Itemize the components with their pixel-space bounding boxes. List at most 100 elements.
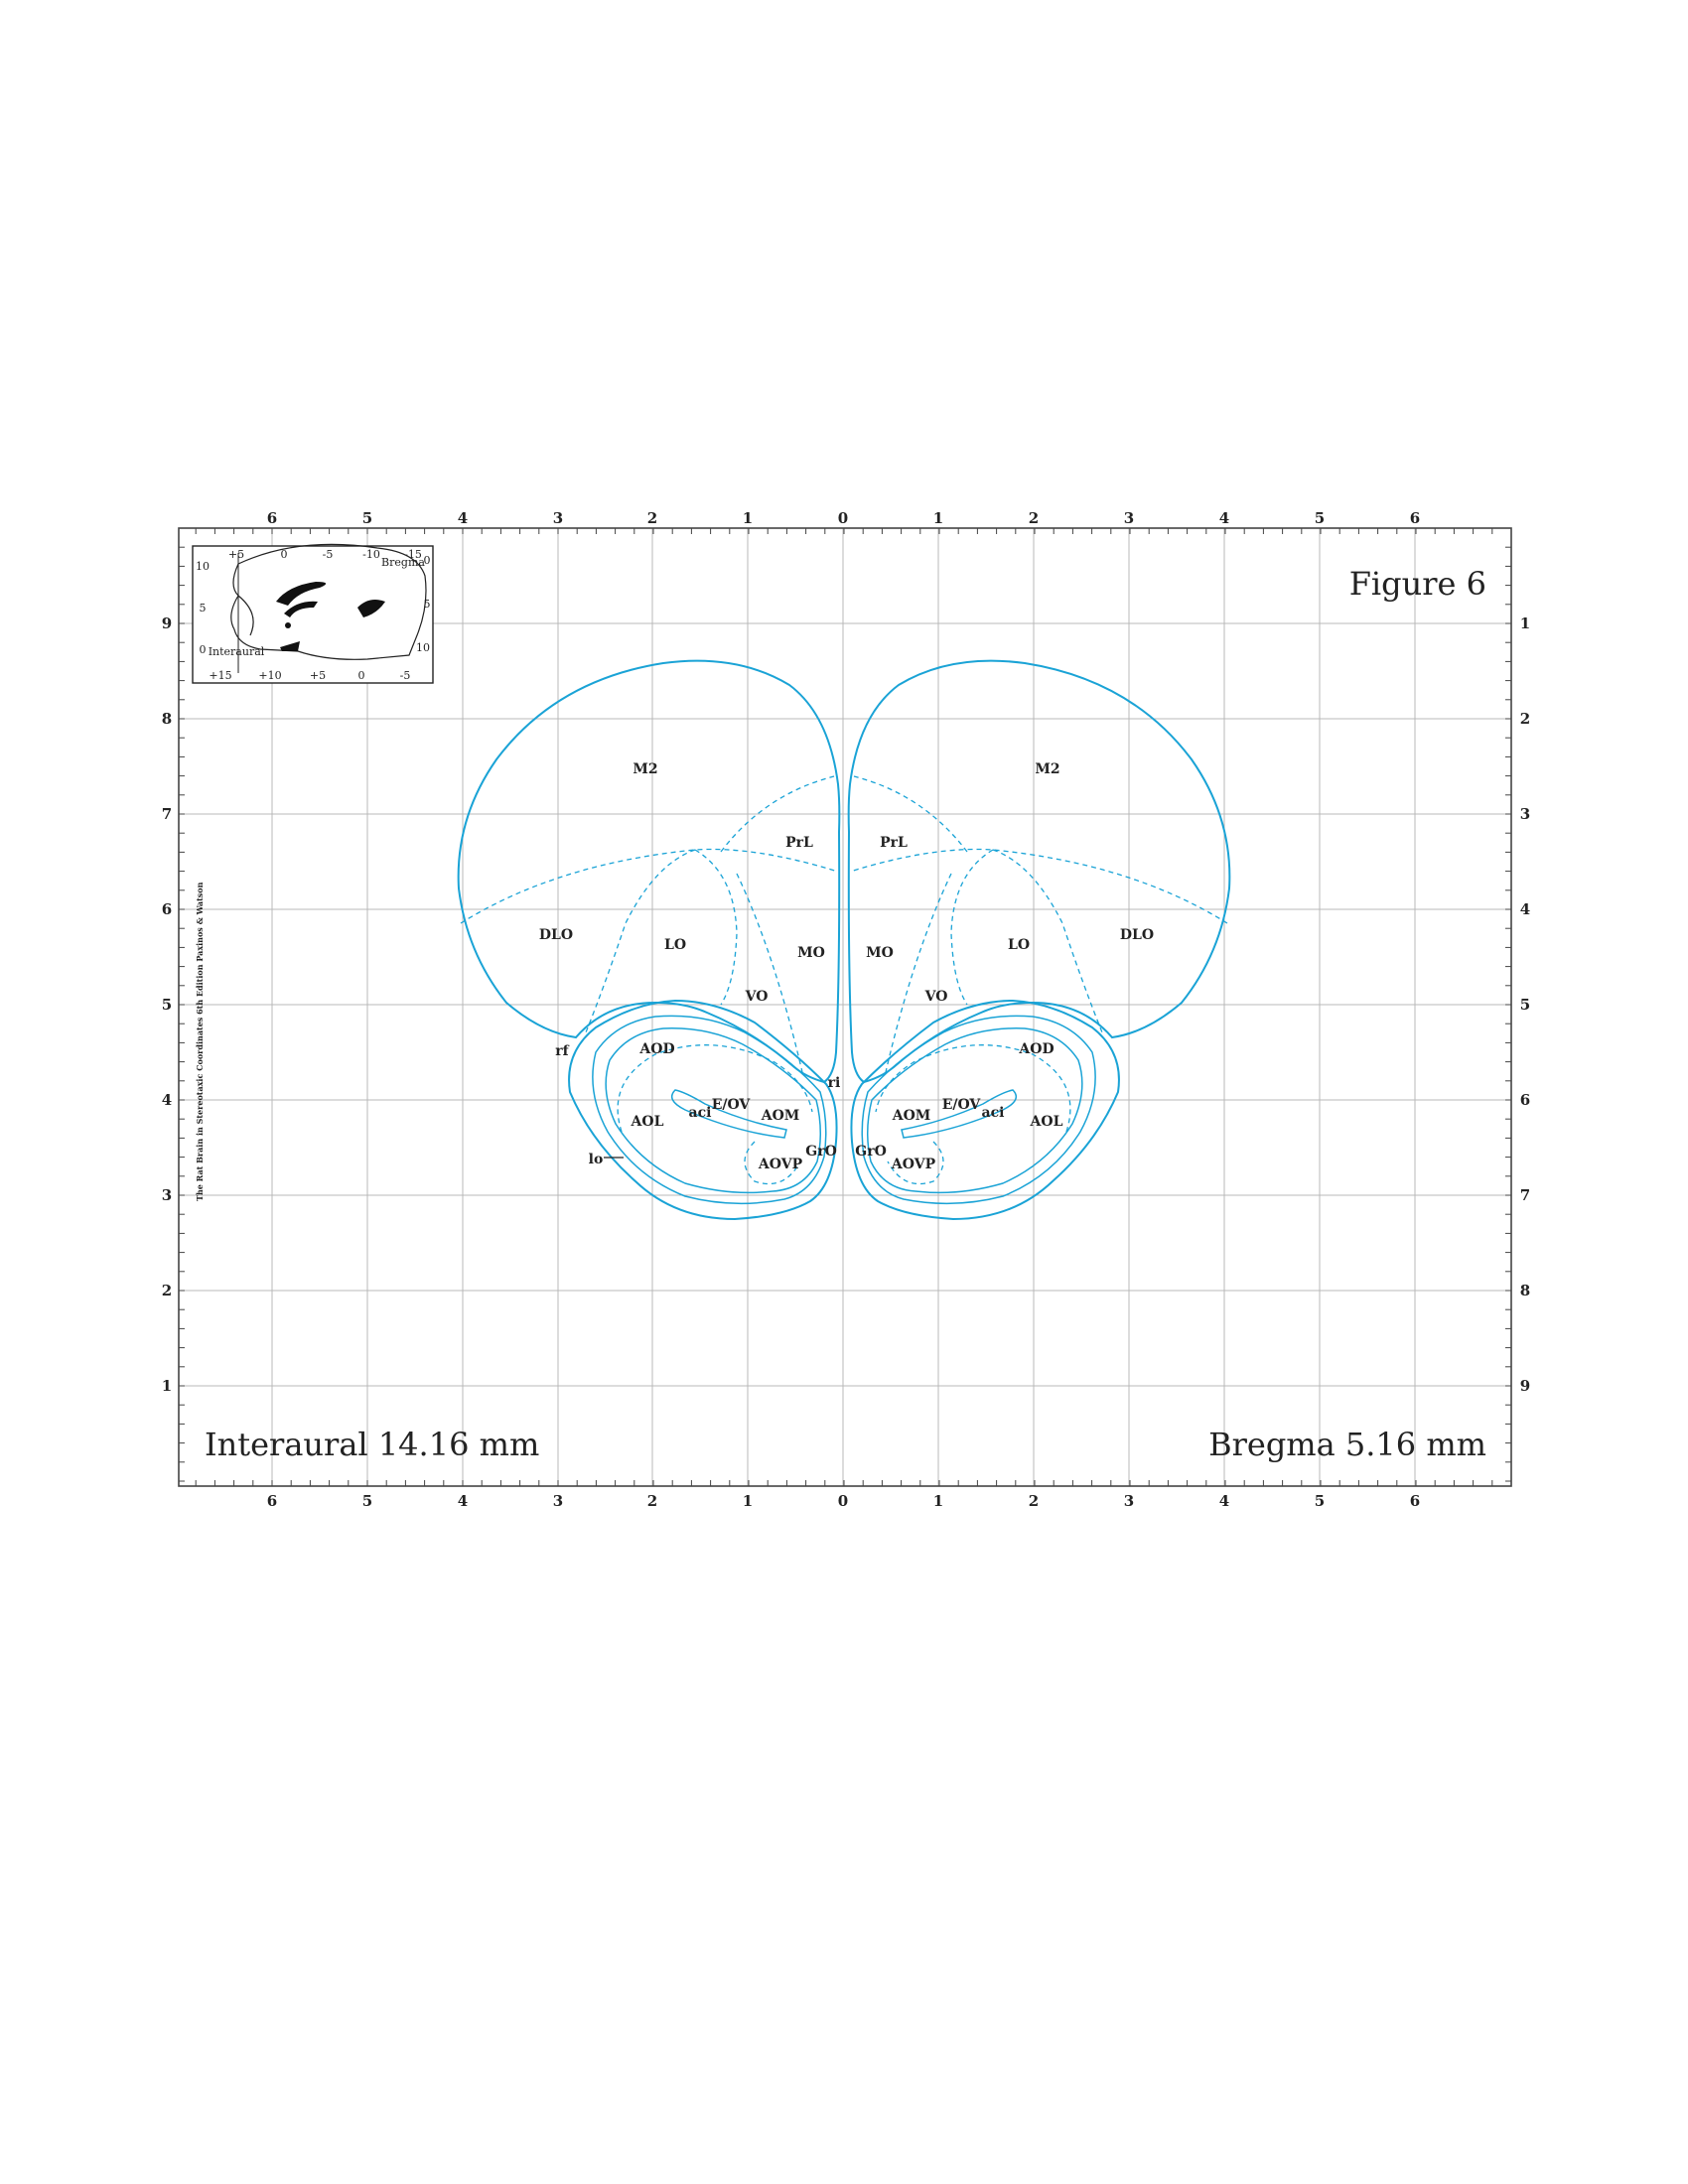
right-olfactory-inner-2 bbox=[867, 1027, 1083, 1194]
right-axis-label: 7 bbox=[1520, 1186, 1530, 1204]
brain-section: M2 PrL DLO LO MO VO AOD AOL AOM AOVP E/O… bbox=[457, 659, 1231, 1221]
label-rf: rf bbox=[555, 1043, 569, 1059]
inset-top-tick: +5 bbox=[228, 548, 244, 561]
top-axis-label: 6 bbox=[267, 509, 277, 527]
interaural-coordinate: Interaural 14.16 mm bbox=[205, 1426, 539, 1463]
left-aci bbox=[670, 1089, 787, 1139]
inset-left-tick: 5 bbox=[200, 602, 207, 614]
top-axis-label: 1 bbox=[743, 509, 753, 527]
left-axis-label: 1 bbox=[162, 1377, 172, 1395]
right-axis-label: 3 bbox=[1520, 805, 1530, 823]
label-prl-left: PrL bbox=[785, 835, 813, 851]
right-axis-labels: 1 2 3 4 5 6 7 8 9 bbox=[1520, 614, 1530, 1395]
right-olfactory-inner bbox=[861, 1015, 1096, 1205]
orientation-inset: +5 0 -5 -10 -15 +15 +10 +5 0 -5 10 5 0 0… bbox=[192, 543, 434, 684]
right-hemisphere-outline bbox=[847, 659, 1231, 1084]
inset-bottom-tick: +15 bbox=[209, 669, 231, 682]
right-mo-boundary bbox=[885, 873, 952, 1073]
right-axis-label: 1 bbox=[1520, 614, 1530, 632]
label-aci-left: aci bbox=[689, 1105, 712, 1121]
inset-bregma-label: Bregma bbox=[381, 556, 425, 569]
top-axis-label: 4 bbox=[1219, 509, 1229, 527]
inset-right-tick: 10 bbox=[416, 641, 430, 654]
label-m2-right: M2 bbox=[1035, 761, 1059, 777]
inset-left-tick: 0 bbox=[200, 643, 207, 656]
left-axis-label: 7 bbox=[162, 805, 172, 823]
bottom-axis-label: 4 bbox=[1219, 1492, 1229, 1510]
left-m2-boundary bbox=[460, 848, 839, 924]
top-axis-label: 0 bbox=[838, 509, 848, 527]
figure-title: Figure 6 bbox=[1349, 565, 1486, 603]
left-axis-label: 4 bbox=[162, 1091, 172, 1109]
label-dlo-left: DLO bbox=[539, 927, 573, 943]
label-dlo-right: DLO bbox=[1120, 927, 1154, 943]
label-aod-right: AOD bbox=[1018, 1041, 1054, 1057]
label-aol-left: AOL bbox=[631, 1114, 664, 1130]
label-aom-right: AOM bbox=[892, 1108, 931, 1124]
left-axis-label: 9 bbox=[162, 614, 172, 632]
label-ri: ri bbox=[828, 1075, 841, 1091]
top-axis-label: 2 bbox=[1029, 509, 1039, 527]
inset-interaural-label: Interaural bbox=[209, 645, 265, 658]
left-axis-labels: 9 8 7 6 5 4 3 2 1 bbox=[162, 614, 172, 1395]
left-mo-boundary bbox=[736, 873, 803, 1073]
bottom-axis-label: 4 bbox=[458, 1492, 468, 1510]
left-vo-boundary bbox=[694, 849, 738, 1006]
left-axis-label: 8 bbox=[162, 710, 172, 728]
right-aod-boundary bbox=[875, 1044, 1071, 1133]
right-aovp-boundary bbox=[887, 1141, 944, 1185]
label-eov-right: E/OV bbox=[942, 1097, 982, 1113]
left-axis-label: 3 bbox=[162, 1186, 172, 1204]
bottom-axis-label: 2 bbox=[1029, 1492, 1039, 1510]
label-mo-right: MO bbox=[866, 945, 894, 961]
label-aci-right: aci bbox=[982, 1105, 1005, 1121]
label-gro-left: GrO bbox=[805, 1144, 837, 1160]
right-axis-label: 2 bbox=[1520, 710, 1530, 728]
label-vo-right: VO bbox=[924, 989, 948, 1005]
inset-left-tick: 10 bbox=[196, 560, 210, 573]
top-axis-label: 5 bbox=[362, 509, 372, 527]
bottom-axis-label: 2 bbox=[647, 1492, 657, 1510]
left-hemisphere-outline bbox=[457, 659, 841, 1084]
label-aol-right: AOL bbox=[1030, 1114, 1063, 1130]
top-axis-label: 5 bbox=[1315, 509, 1325, 527]
label-gro-right: GrO bbox=[855, 1144, 887, 1160]
label-mo-left: MO bbox=[797, 945, 825, 961]
left-axis-label: 5 bbox=[162, 996, 172, 1014]
label-vo-left: VO bbox=[745, 989, 769, 1005]
left-aod-boundary bbox=[617, 1044, 813, 1133]
right-m2-boundary bbox=[849, 848, 1228, 924]
left-olfactory-bulb bbox=[568, 999, 838, 1221]
right-olfactory-bulb bbox=[850, 999, 1120, 1221]
label-lo-right: LO bbox=[1008, 937, 1030, 953]
inset-bottom-tick: +10 bbox=[258, 669, 281, 682]
right-axis-label: 5 bbox=[1520, 996, 1530, 1014]
left-axis-label: 2 bbox=[162, 1282, 172, 1299]
top-axis-label: 1 bbox=[933, 509, 943, 527]
plate-frame bbox=[178, 527, 1512, 1487]
bottom-axis-label: 5 bbox=[1315, 1492, 1325, 1510]
top-axis-label: 2 bbox=[647, 509, 657, 527]
right-vo-boundary bbox=[950, 849, 994, 1006]
atlas-credit: The Rat Brain in Stereotaxic Coordinates… bbox=[195, 882, 205, 1201]
label-aom-left: AOM bbox=[761, 1108, 800, 1124]
left-olfactory-inner-2 bbox=[605, 1027, 821, 1194]
right-aci bbox=[901, 1089, 1018, 1139]
ruler-ticks bbox=[179, 528, 1511, 1486]
bregma-coordinate: Bregma 5.16 mm bbox=[1208, 1426, 1486, 1463]
inset-top-tick: -10 bbox=[362, 548, 380, 561]
right-axis-label: 8 bbox=[1520, 1282, 1530, 1299]
bottom-axis-label: 3 bbox=[553, 1492, 563, 1510]
label-m2-left: M2 bbox=[633, 761, 657, 777]
bottom-axis-label: 1 bbox=[933, 1492, 943, 1510]
label-aod-left: AOD bbox=[638, 1041, 674, 1057]
inset-top-tick: -5 bbox=[323, 548, 334, 561]
bottom-axis-label: 6 bbox=[1410, 1492, 1420, 1510]
bottom-axis-label: 5 bbox=[362, 1492, 372, 1510]
bottom-axis-label: 1 bbox=[743, 1492, 753, 1510]
label-lo-left: LO bbox=[664, 937, 686, 953]
bottom-axis-label: 3 bbox=[1124, 1492, 1134, 1510]
coordinate-grid bbox=[179, 528, 1511, 1486]
inset-top-tick: 0 bbox=[281, 548, 288, 561]
